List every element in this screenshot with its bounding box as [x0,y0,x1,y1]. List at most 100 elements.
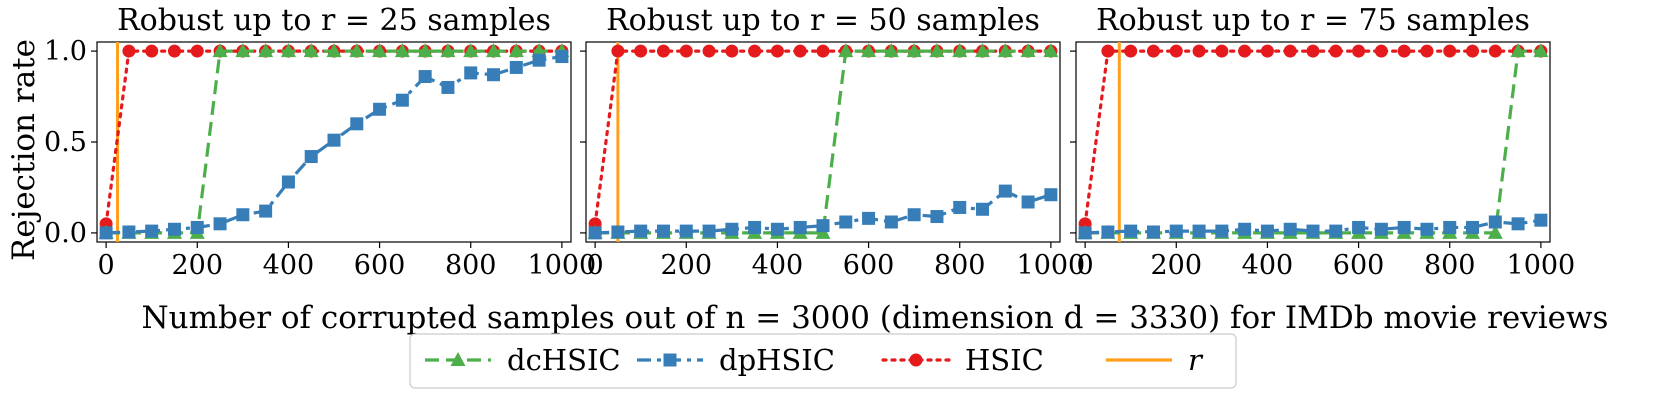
dchsic-point [417,43,433,58]
x-tick-label: 200 [660,250,712,281]
hsic-point [793,44,807,58]
dchsic-point [508,43,524,58]
hsic-point [1488,44,1502,58]
legend-entry-dchsic: dcHSIC [425,343,621,377]
dphsic-point [441,80,455,94]
hsic-point [1169,44,1183,58]
dphsic-point [418,70,432,84]
dphsic-point [1044,188,1058,202]
dphsic-point [793,220,807,234]
dphsic-point [588,226,602,240]
x-tick-label: 0 [587,250,604,281]
dphsic-point [1420,222,1434,236]
dchsic-point [1510,43,1526,58]
panel-title: Robust up to r = 75 samples [1096,3,1530,38]
x-tick-label: 600 [1333,250,1385,281]
dphsic-point [1488,215,1502,229]
legend-entry-dphsic: dpHSIC [637,343,835,377]
dchsic-point [531,43,547,58]
dphsic-point [190,220,204,234]
dchsic-point [303,43,319,58]
dphsic-point [1374,222,1388,236]
x-tick-label: 0 [98,250,115,281]
hsic-point [145,44,159,58]
legend-marker [663,353,677,367]
dchsic-point [861,43,877,58]
dchsic-point [975,43,991,58]
dphsic-point [213,217,227,231]
dphsic-point [725,222,739,236]
hsic-point [122,44,136,58]
legend-frame [409,333,1237,389]
dchsic-line [595,49,1051,235]
dphsic-point [1238,222,1252,236]
dphsic-point [839,215,853,229]
panel-2: Robust up to r = 50 samples 0 200 400 600 800… [580,3,1085,281]
hsic-point [816,44,830,58]
x-tick-label: 600 [354,250,406,281]
dphsic-point [1021,195,1035,209]
dphsic-point [748,220,762,234]
legend-marker [909,353,923,367]
x-tick-label: 1000 [528,250,597,281]
dphsic-point [1124,224,1138,238]
hsic-point [1374,44,1388,58]
dphsic-point [1466,220,1480,234]
hsic-point [1420,44,1434,58]
x-tick-label: 800 [1424,250,1476,281]
dphsic-point [532,53,546,67]
hsic-point [1146,44,1160,58]
y-tick-label: 0.5 [44,127,87,158]
legend-label: dcHSIC [507,343,621,377]
dphsic-point [976,202,990,216]
dphsic-point [555,50,569,64]
panels-layer: Robust up to r = 25 samples 0 200 400 600 800… [44,3,1575,281]
dphsic-point [1511,217,1525,231]
dphsic-point [350,117,364,131]
legend: dcHSIC dpHSIC HSIC r [409,333,1237,389]
hsic-point [1101,44,1115,58]
dphsic-point [770,222,784,236]
dphsic-point [1078,226,1092,240]
dchsic-point [952,43,968,58]
dphsic-point [1534,213,1548,227]
dphsic-point [634,224,648,238]
plot-frame [1075,41,1551,243]
legend-marker [450,352,466,366]
hsic-point [770,44,784,58]
dphsic-point [656,224,670,238]
dchsic-point [883,43,899,58]
dphsic-point [464,66,478,80]
dphsic-point [236,208,250,222]
dphsic-point [122,225,136,239]
dphsic-line [1085,218,1542,235]
panel-title: Robust up to r = 25 samples [117,3,551,38]
dchsic-point [997,43,1013,58]
x-tick-label: 0 [1077,250,1094,281]
x-tick-label: 400 [1242,250,1294,281]
dchsic-point [486,43,502,58]
dphsic-point [998,184,1012,198]
dphsic-point [679,224,693,238]
dchsic-point [1533,43,1549,58]
dphsic-point [281,175,295,189]
hsic-point [1329,44,1343,58]
hsic-point [1215,44,1229,58]
x-tick-label: 1000 [1017,250,1086,281]
hsic-point [611,44,625,58]
dphsic-point [1169,224,1183,238]
dphsic-point [167,222,181,236]
dphsic-point [327,133,341,147]
hsic-point [656,44,670,58]
y-axis-label: Rejection rate [6,39,42,261]
legend-entry-r: r [1106,343,1204,377]
dphsic-point [1443,220,1457,234]
x-axis-label: Number of corrupted samples out of n = 3… [142,300,1609,336]
dchsic-point [394,43,410,58]
dchsic-point [235,43,251,58]
hsic-point [679,44,693,58]
legend-entry-hsic: HSIC [881,343,1044,377]
dphsic-point [862,211,876,225]
dphsic-point [953,200,967,214]
dphsic-point [1306,224,1320,238]
